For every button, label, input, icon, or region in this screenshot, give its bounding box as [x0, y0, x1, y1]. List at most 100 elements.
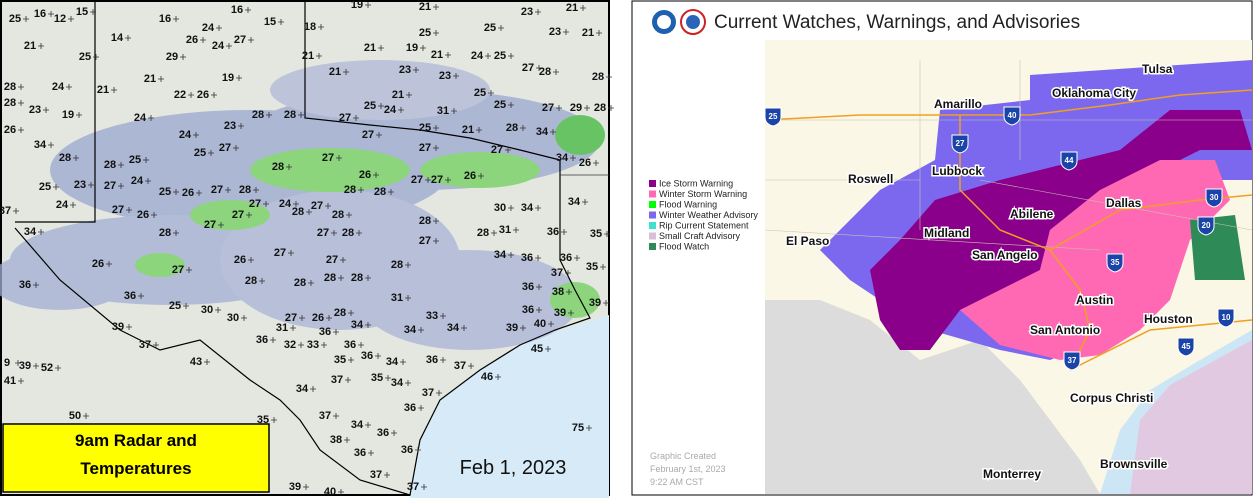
temperature: 26 — [359, 169, 371, 181]
station-marker — [508, 252, 514, 258]
station-marker — [440, 357, 446, 363]
temperature: 46 — [481, 371, 493, 383]
station-marker — [126, 324, 132, 330]
temperature: 29 — [570, 102, 582, 114]
temperature: 37 — [331, 374, 343, 386]
station-marker — [318, 24, 324, 30]
station-marker — [38, 43, 44, 49]
station-marker — [76, 112, 82, 118]
temperature: 37 — [319, 410, 331, 422]
temperature: 52 — [41, 362, 53, 374]
temperature: 28 — [4, 81, 16, 93]
state-border — [14, 0, 591, 496]
temperature: 26 — [197, 89, 209, 101]
station-marker — [248, 257, 254, 263]
station-marker — [148, 115, 154, 121]
temperature: 23 — [224, 120, 236, 132]
temperature: 37 — [370, 469, 382, 481]
map-title: Current Watches, Warnings, and Advisorie… — [714, 12, 1080, 33]
temperature: 28 — [159, 227, 171, 239]
station-marker — [508, 205, 514, 211]
station-marker — [343, 69, 349, 75]
station-marker — [145, 178, 151, 184]
station-marker — [440, 313, 446, 319]
temperature: 24 — [471, 50, 484, 62]
temperature: 36 — [361, 350, 373, 362]
station-marker — [385, 375, 391, 381]
station-marker — [593, 160, 599, 166]
temperature: 25 — [494, 50, 506, 62]
temperature: 28 — [419, 215, 431, 227]
station-marker — [299, 315, 305, 321]
station-marker — [378, 45, 384, 51]
temperature: 34 — [391, 377, 404, 389]
station-marker — [151, 212, 157, 218]
station-marker — [391, 430, 397, 436]
interstate-number: 37 — [1068, 356, 1077, 365]
city-label: Lubbock — [932, 164, 982, 178]
station-marker — [520, 125, 526, 131]
station-marker — [582, 199, 588, 205]
temperature: 26 — [312, 312, 324, 324]
interstate-number: 40 — [1008, 111, 1017, 120]
station-marker — [66, 84, 72, 90]
temperature: 28 — [59, 152, 71, 164]
station-marker — [204, 359, 210, 365]
interstate-number: 44 — [1065, 156, 1074, 165]
station-marker — [375, 353, 381, 359]
station-marker — [358, 342, 364, 348]
station-marker — [356, 230, 362, 236]
temperature: 45 — [531, 343, 543, 355]
station-marker — [173, 230, 179, 236]
station-marker — [88, 182, 94, 188]
temperature: 27 — [362, 129, 374, 141]
temperature: 28 — [351, 272, 363, 284]
legend-swatch — [649, 243, 656, 250]
temperature: 24 — [212, 40, 225, 52]
station-marker — [158, 76, 164, 82]
station-marker — [15, 360, 21, 366]
station-marker — [406, 92, 412, 98]
station-marker — [55, 365, 61, 371]
interstate-shield — [1205, 188, 1223, 208]
station-marker — [556, 105, 562, 111]
station-marker — [563, 29, 569, 35]
station-marker — [451, 108, 457, 114]
station-marker — [53, 184, 59, 190]
legend-label: Ice Storm Warning — [659, 178, 733, 188]
station-marker — [188, 92, 194, 98]
temperature: 29 — [166, 51, 178, 63]
mexico — [765, 300, 1100, 494]
footer: Graphic Created — [650, 451, 716, 461]
temperature: 30 — [227, 312, 239, 324]
temperature: 27 — [232, 209, 244, 221]
station-marker — [433, 125, 439, 131]
station-marker — [183, 303, 189, 309]
temperature: 34 — [536, 126, 549, 138]
temperature: 25 — [129, 154, 141, 166]
temperature: 38 — [552, 286, 564, 298]
temperature: 24 — [179, 129, 192, 141]
temperature: 31 — [499, 224, 511, 236]
interstate-number: 20 — [1202, 221, 1211, 230]
radar-green — [550, 282, 600, 318]
station-marker — [68, 16, 74, 22]
temperature: 27 — [285, 312, 297, 324]
station-marker — [278, 19, 284, 25]
legend-swatch — [649, 232, 656, 240]
station-marker — [316, 53, 322, 59]
temperature: 19 — [62, 109, 74, 121]
city-label: San Antonio — [1030, 323, 1100, 337]
station-marker — [346, 212, 352, 218]
station-marker — [138, 293, 144, 299]
temperature: 23 — [549, 26, 561, 38]
station-marker — [344, 437, 350, 443]
station-marker — [48, 142, 54, 148]
city-label: Abilene — [1010, 207, 1054, 221]
station-marker — [298, 342, 304, 348]
temperature: 28 — [334, 307, 346, 319]
station-marker — [433, 238, 439, 244]
temperature: 28 — [374, 186, 386, 198]
city-label: Amarillo — [934, 97, 982, 111]
